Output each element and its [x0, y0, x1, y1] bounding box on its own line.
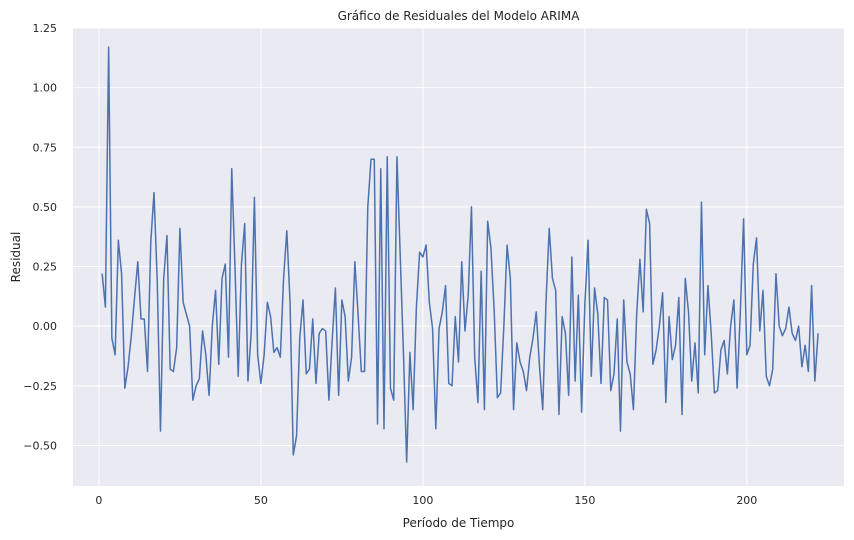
y-tick-label: 1.00 — [33, 82, 58, 95]
y-tick-label: −0.50 — [23, 439, 57, 452]
y-axis-title: Residual — [9, 232, 23, 283]
y-tick-label: −0.25 — [23, 380, 57, 393]
y-tick-label: 0.25 — [33, 261, 58, 274]
residual-series-line — [101, 46, 819, 463]
x-tick-label: 50 — [254, 494, 268, 507]
y-tick-labels: −0.50 −0.25 0.00 0.25 0.50 0.75 1.00 1.25 — [23, 22, 57, 452]
grid-lines — [73, 27, 844, 486]
y-tick-label: 0.00 — [33, 320, 58, 333]
x-tick-label: 0 — [95, 494, 102, 507]
x-tick-label: 100 — [412, 494, 433, 507]
y-tick-label: 0.75 — [33, 141, 58, 154]
x-axis-title: Período de Tiempo — [403, 516, 515, 530]
x-tick-label: 150 — [574, 494, 595, 507]
chart-title: Gráfico de Residuales del Modelo ARIMA — [338, 9, 581, 23]
plot-area — [73, 28, 844, 486]
x-tick-label: 200 — [736, 494, 757, 507]
x-tick-labels: 0 50 100 150 200 — [95, 494, 757, 507]
y-tick-label: 0.50 — [33, 201, 58, 214]
y-tick-label: 1.25 — [33, 22, 58, 35]
